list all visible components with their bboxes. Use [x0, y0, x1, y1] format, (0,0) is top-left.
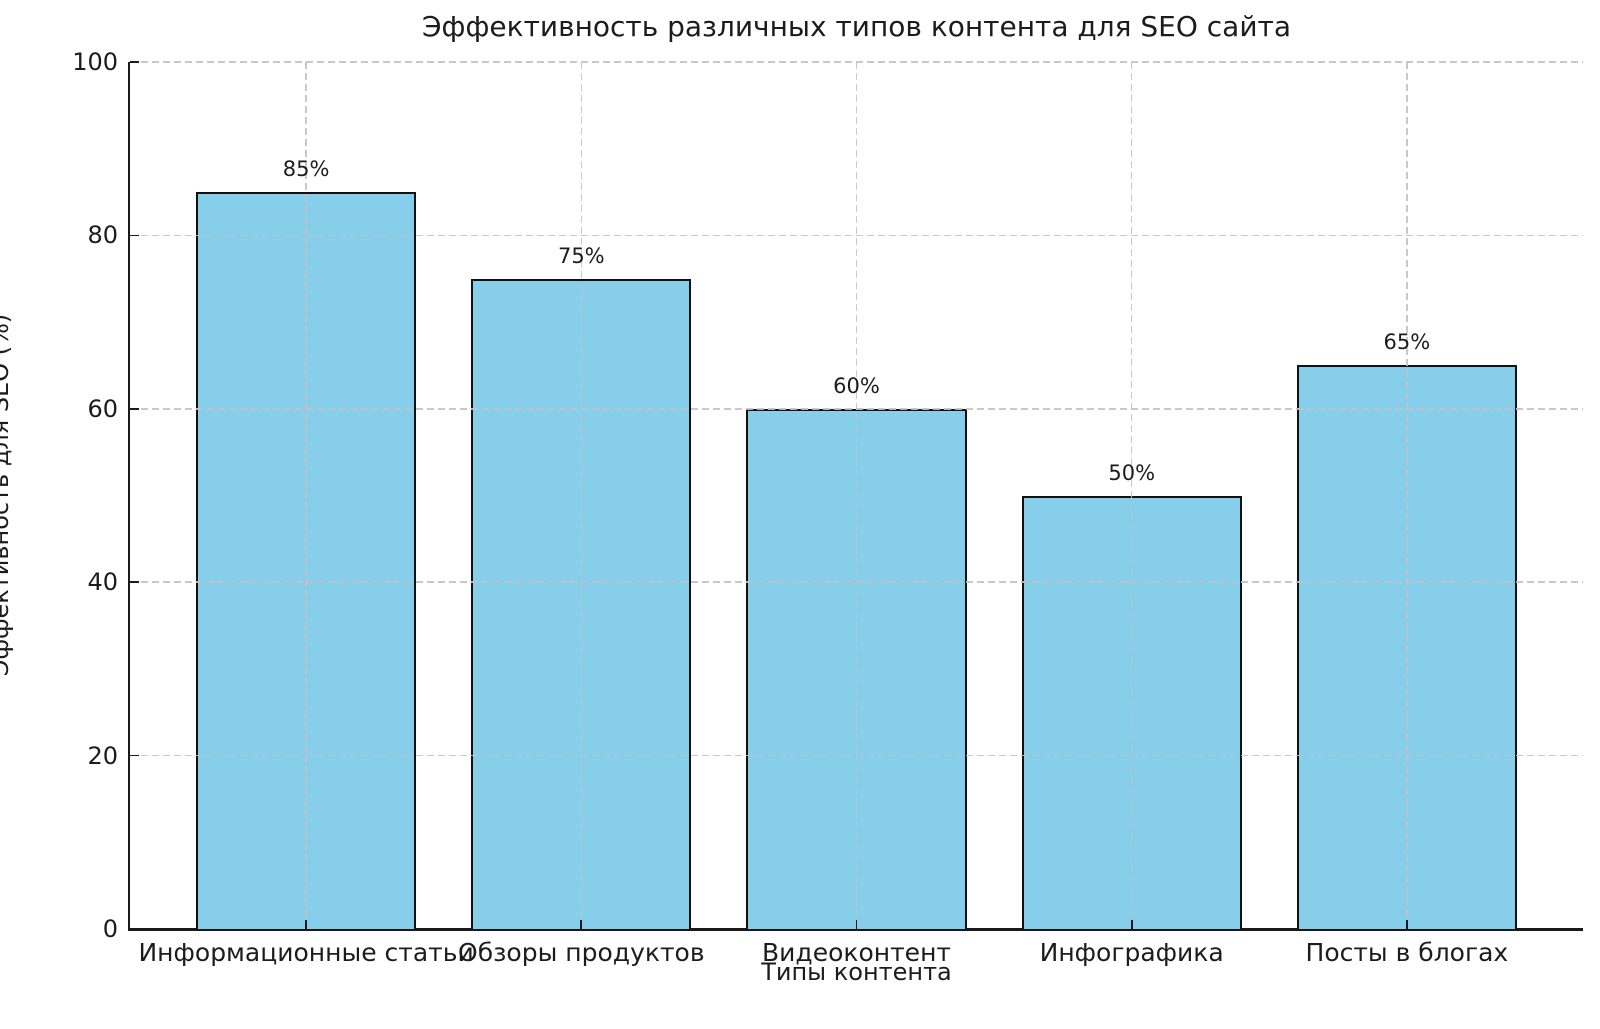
y-tick [130, 61, 139, 63]
gridline-v [1406, 62, 1408, 929]
x-tick [1130, 920, 1133, 929]
y-tick [130, 928, 139, 930]
x-tick-label: Посты в блогах [1305, 938, 1509, 967]
y-axis-label: Эффективность для SEO (%) [0, 313, 14, 677]
y-tick-label: 60 [87, 394, 118, 423]
y-tick [130, 581, 139, 584]
y-tick-label: 40 [87, 568, 118, 597]
gridline-v [1130, 62, 1133, 929]
bar-value-label: 85% [282, 157, 330, 182]
y-tick [130, 234, 139, 237]
x-tick-label: Информационные статьи [138, 938, 474, 967]
gridline-v [305, 62, 307, 929]
gridline-v [580, 62, 583, 929]
x-tick [1405, 920, 1408, 929]
bar-value-label: 60% [833, 373, 880, 398]
y-tick-label: 0 [102, 915, 118, 943]
chart-title: Эффективность различных типов контента д… [422, 10, 1291, 43]
bar-value-label: 65% [1383, 330, 1431, 355]
gridline-v [855, 62, 858, 929]
plot-area: 0 20 40 60 80 100 Информационные статьи 85% Обзо… [72, 48, 1583, 967]
bar-value-label: 75% [557, 243, 605, 268]
y-tick-label: 80 [87, 221, 118, 250]
y-tick-label: 20 [87, 741, 118, 770]
bar-value-label: 50% [1108, 460, 1156, 485]
x-tick [305, 920, 308, 929]
x-tick [580, 920, 583, 929]
y-tick [130, 407, 139, 410]
x-tick [855, 920, 858, 929]
x-tick-label: Инфографика [1039, 938, 1224, 967]
y-tick-label: 100 [72, 48, 118, 76]
x-tick-label: Видеоконтент [762, 938, 951, 967]
x-axis-spine [128, 928, 1583, 931]
y-tick [130, 754, 139, 757]
x-tick-label: Обзоры продуктов [458, 938, 705, 967]
x-axis-label: Типы контента [761, 958, 952, 986]
y-axis-spine [128, 62, 130, 929]
